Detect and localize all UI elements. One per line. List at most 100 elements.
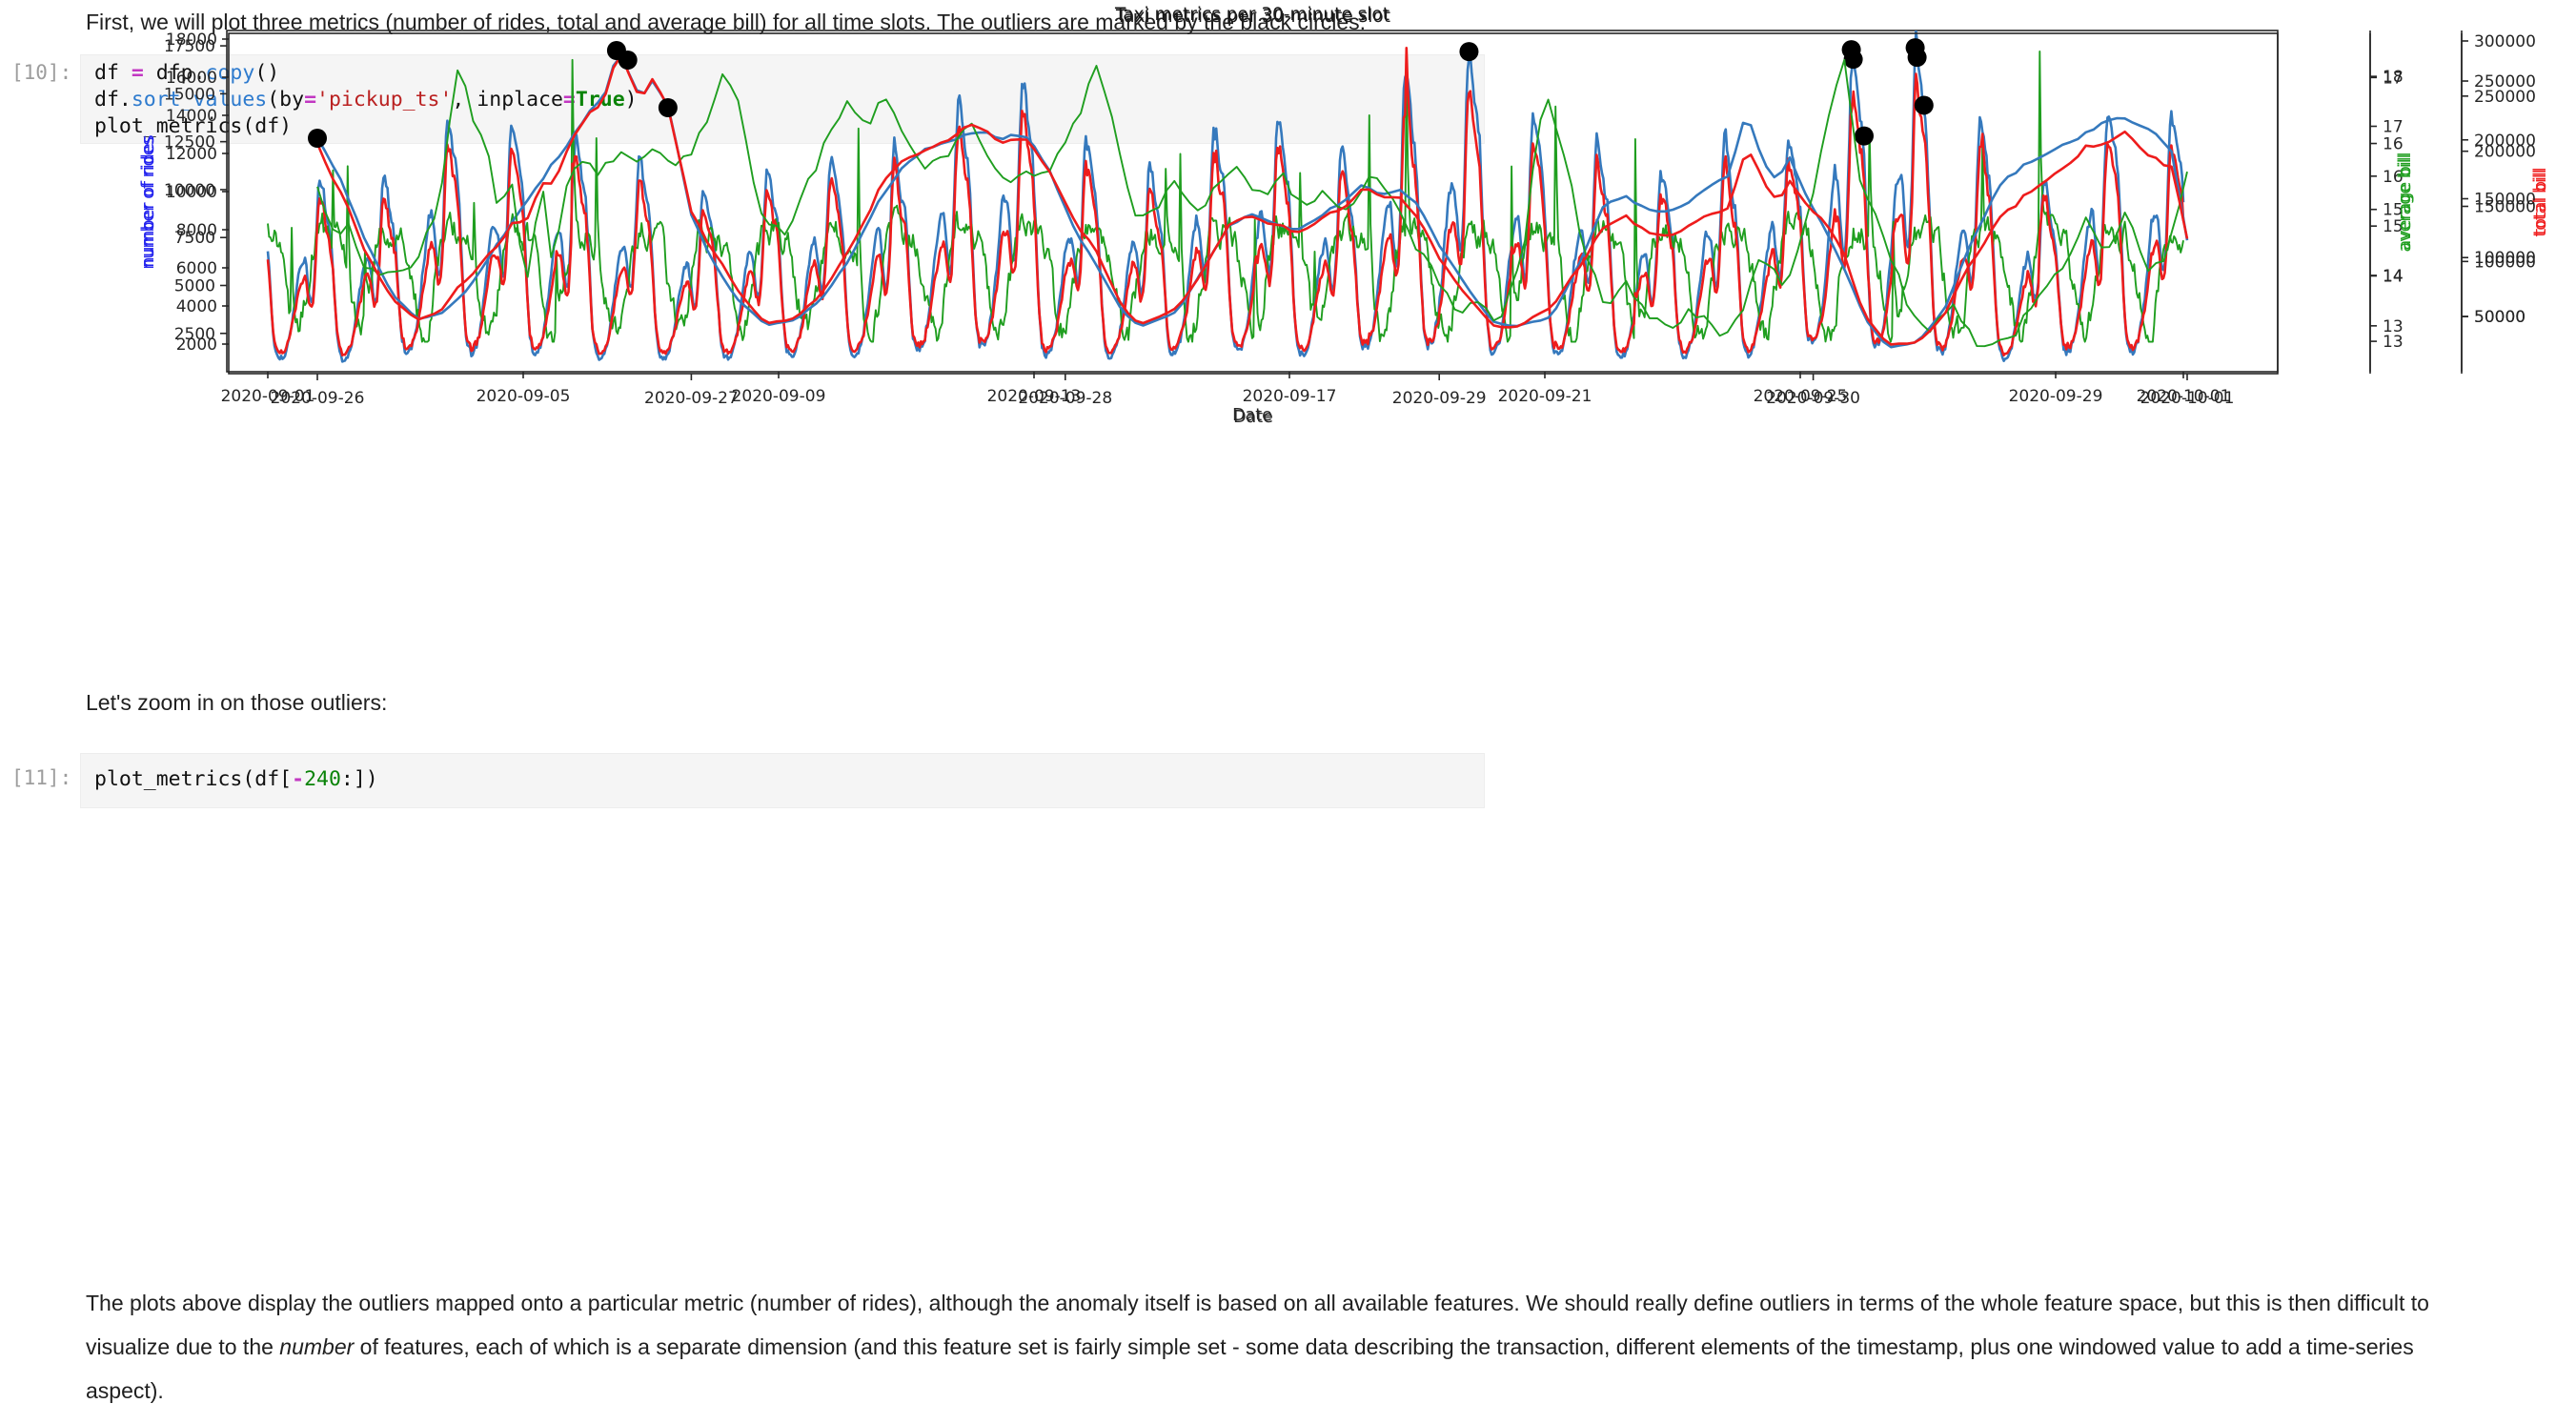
y-axis-label-total: total bill (2531, 167, 2550, 234)
code-editor-11[interactable]: plot_metrics(df[-240:]) (81, 754, 1484, 793)
x-tick-label: 2020-09-09 (732, 387, 826, 406)
y-tick-label: 16000 (166, 69, 217, 88)
series-total-bill (315, 53, 2189, 346)
code-token-op: = (304, 88, 317, 112)
code-editor-10[interactable]: df = dfp.copy() df.sort_values(by='picku… (81, 55, 1484, 140)
figure-title: Taxi metrics per 30-minute slot (1114, 5, 1389, 25)
figure-title: Taxi metrics per 30-minute slot (1115, 7, 1390, 27)
outlier-marker (1914, 95, 1934, 115)
markdown-zoom: Let's zoom in on those outliers: (86, 690, 388, 715)
outlier-marker (1843, 50, 1863, 70)
x-tick-label: 2020-09-29 (1392, 389, 1487, 408)
y-tick-label: 5000 (174, 276, 215, 295)
outlier-marker (1907, 48, 1927, 68)
x-tick-label: 2020-09-29 (2009, 387, 2103, 406)
plot-border (228, 32, 2279, 375)
y-tick-label: 13 (2383, 333, 2404, 352)
y-tick-label: 15000 (164, 85, 215, 104)
y-tick-label: 250000 (2474, 88, 2536, 107)
y-tick-label: 50000 (2474, 308, 2525, 327)
y-tick-label: 2000 (176, 336, 217, 355)
outlier-marker (308, 129, 327, 148)
figure-output-1: Taxi metrics per 30-minute slot Date 2020-… (114, 0, 2576, 434)
y-tick-label: 150000 (2474, 197, 2536, 216)
execution-count-10: [10]: (11, 61, 72, 84)
code-token: () (254, 61, 280, 85)
x-tick-label: 2020-10-01 (2140, 389, 2235, 408)
y-tick-label: 50000 (2474, 308, 2525, 327)
y-tick-label: 13 (2383, 317, 2404, 336)
series-average-bill (316, 58, 2188, 348)
y-tick-label: 12500 (164, 133, 215, 153)
y-axis-label-total: total bill (2531, 169, 2550, 236)
x-axis-label: Date (1233, 408, 1273, 427)
discussion-text-1: The plots above display the outliers map… (86, 1291, 2429, 1359)
code-cell-10[interactable]: df = dfp.copy() df.sort_values(by='picku… (80, 54, 1485, 144)
code-token-op: = (131, 61, 144, 85)
x-tick-label: 2020-09-05 (477, 387, 571, 406)
discussion-text-2: of features, each of which is a separate… (86, 1334, 2414, 1403)
outlier-marker (1855, 126, 1874, 146)
y-tick-label: 16 (2383, 135, 2404, 154)
y-axis-label-avg: average bill (2396, 153, 2415, 251)
x-axis-label: Date (1232, 406, 1272, 425)
code-token: ) (624, 88, 638, 112)
code-token-fn: sort_values (131, 88, 268, 112)
fig1-svg: Taxi metrics per 30-minute slot Date 2020-… (139, 5, 2550, 425)
outlier-marker (1459, 42, 1479, 62)
x-tick-label: 2020-09-28 (1018, 389, 1112, 408)
y-tick-label: 6000 (176, 259, 217, 278)
y-tick-label: 14 (2383, 267, 2404, 286)
y-tick-label: 15 (2383, 201, 2404, 220)
y-tick-label: 4000 (176, 297, 217, 316)
y-tick-label: 17 (2383, 69, 2404, 88)
x-tick-label: 2020-09-30 (1766, 389, 1860, 408)
code-token: (by (267, 88, 305, 112)
figure-output-2: Taxi metrics per 30-minute slot Date 2020-… (114, 0, 2576, 436)
y-axis-label-rides: number of rides (139, 136, 158, 269)
y-tick-label: 10000 (166, 183, 217, 202)
y-tick-label: 8000 (176, 221, 217, 240)
y-tick-label: 12000 (166, 145, 217, 164)
code-token: plot_metrics(df[ (94, 767, 293, 791)
fig2-svg: Taxi metrics per 30-minute slot Date 2020-… (139, 7, 2550, 427)
code-token: , inplace (452, 88, 563, 112)
x-tick-label: 2020-10-01 (2137, 387, 2231, 406)
code-token-fn: copy (205, 61, 255, 85)
execution-count-11: [11]: (11, 766, 72, 789)
outlier-marker (658, 98, 678, 117)
code-token: df. (94, 88, 132, 112)
outlier-marker (618, 51, 638, 70)
series-total-bill (266, 46, 2185, 357)
x-tick-label: 2020-09-25 (1754, 387, 1848, 406)
x-tick-label: 2020-09-27 (644, 389, 739, 408)
x-tick-label: 2020-09-01 (221, 387, 315, 406)
discussion-italic-word: number (279, 1334, 355, 1359)
y-tick-label: 18 (2383, 68, 2404, 87)
y-tick-label: 2500 (174, 325, 215, 344)
y-tick-label: 150000 (2474, 190, 2536, 209)
y-tick-label: 17 (2383, 117, 2404, 136)
y-tick-label: 100000 (2474, 253, 2536, 272)
code-token: plot_metrics(df) (94, 114, 293, 138)
code-token-str: 'pickup_ts' (316, 88, 453, 112)
code-cell-11[interactable]: plot_metrics(df[-240:]) (80, 753, 1485, 808)
code-token: df (94, 61, 132, 85)
y-tick-label: 7500 (174, 229, 215, 248)
markdown-discussion: The plots above display the outliers map… (86, 1281, 2487, 1413)
y-tick-label: 14000 (166, 107, 217, 126)
y-tick-label: 18000 (166, 31, 217, 50)
x-tick-label: 2020-09-21 (1498, 387, 1592, 406)
y-tick-label: 14 (2383, 268, 2404, 287)
x-tick-label: 2020-09-26 (271, 389, 365, 408)
y-tick-label: 17500 (164, 37, 215, 56)
y-tick-label: 100000 (2474, 249, 2536, 268)
y-tick-label: 15 (2383, 217, 2404, 236)
code-token: :]) (340, 767, 378, 791)
y-tick-label: 200000 (2474, 143, 2536, 162)
y-tick-label: 300000 (2474, 32, 2536, 51)
y-axis-label-rides: number of rides (139, 134, 158, 267)
y-tick-label: 10000 (164, 181, 215, 200)
code-token: dfp. (143, 61, 206, 85)
y-tick-label: 250000 (2474, 72, 2536, 92)
